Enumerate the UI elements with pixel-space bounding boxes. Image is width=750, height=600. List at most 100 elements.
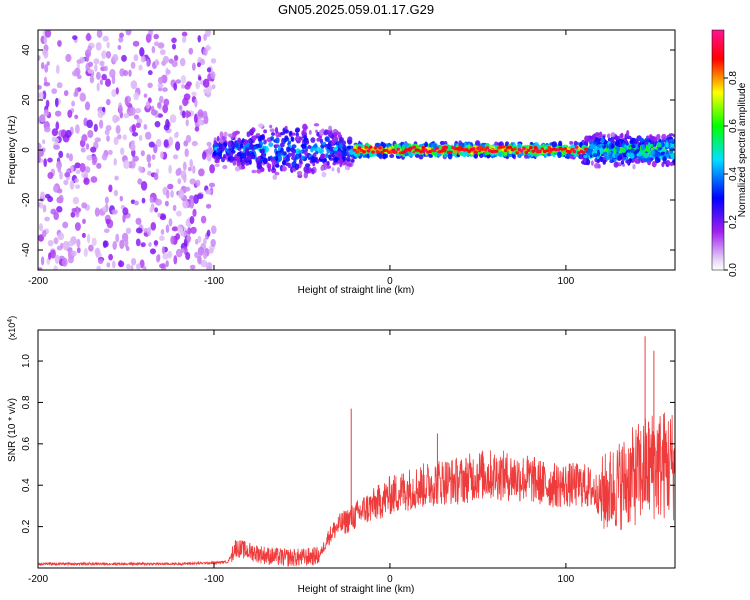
spectrogram-cell [458, 151, 465, 155]
spectrogram-cell [660, 141, 664, 148]
spectrogram-cell [333, 132, 338, 139]
spectrogram-cell [113, 158, 117, 166]
spectrogram-cell [89, 75, 95, 84]
spectrogram-cell [71, 100, 75, 107]
spectrogram-cell [184, 186, 191, 192]
spectrogram-cell [237, 137, 242, 144]
spectrogram-cell [625, 142, 629, 146]
spectrogram-cell [283, 129, 289, 134]
x-tick-label: 0 [387, 574, 393, 585]
spectrogram-cell [63, 179, 69, 186]
spectrogram-cell [125, 227, 132, 234]
spectrogram-cell [508, 150, 513, 154]
spectrogram-cell [603, 152, 607, 159]
colorbar-tick-label: 0.0 [728, 263, 739, 277]
spectrogram-cell [197, 109, 204, 118]
spectrogram-ridge-cell [524, 151, 529, 155]
spectrogram-cell [177, 227, 183, 234]
spectrogram-cell [105, 51, 112, 59]
spectrogram-cell [194, 251, 199, 259]
spectrogram-cell [131, 132, 139, 137]
spectrogram-cell [133, 54, 139, 62]
spectrogram-ridge-cell [515, 151, 519, 155]
spectrogram-cell [195, 179, 201, 187]
spectrogram-cell [600, 138, 605, 144]
spectrogram-cell [447, 153, 453, 160]
spectrogram-cell [65, 129, 72, 138]
spectrogram-cell [607, 133, 611, 139]
spectrogram-cell [149, 206, 154, 213]
spectrogram-cell [269, 124, 273, 129]
y-tick-label: 1.0 [21, 354, 32, 368]
spectrogram-cell [619, 133, 623, 138]
spectrogram-ridge-cell [574, 145, 579, 149]
spectrogram-cell [253, 145, 257, 150]
spectrogram-cell [376, 152, 382, 158]
spectrogram-cell [53, 237, 59, 245]
spectrogram-cell [294, 163, 300, 170]
spectrogram-cell [130, 264, 134, 270]
spectrogram-cell [160, 229, 165, 235]
spectrogram-cell [106, 98, 111, 106]
spectrogram-ridge [352, 145, 588, 155]
spectrogram-cell [197, 62, 201, 68]
spectrogram-cell [227, 133, 233, 137]
spectrogram-cell [57, 232, 65, 241]
colorbar-tick-label: 0.2 [728, 215, 739, 229]
spectrogram-cell [154, 207, 159, 213]
spectrogram-cell [83, 248, 88, 257]
spectrogram-cell [200, 215, 207, 224]
spectrogram-cell [323, 130, 329, 136]
spectrogram-cell [186, 235, 191, 243]
spectrogram-cell [112, 241, 117, 250]
spectrogram-cell [165, 260, 169, 268]
spectrogram-cell [669, 148, 674, 155]
spectrogram-cell [668, 138, 675, 143]
spectrogram-cell [298, 159, 303, 164]
spectrogram-cell [602, 160, 606, 165]
spectrogram-cell [38, 55, 41, 61]
spectrogram-ridge-cell [435, 146, 439, 150]
spectrogram-cell [654, 156, 660, 164]
spectrogram-cell [656, 133, 661, 141]
snr-y-ticks: 0.2 0.4 0.6 0.8 1.0 [21, 354, 675, 534]
spectrogram-cell [188, 47, 194, 55]
spectrogram-cell [205, 203, 212, 209]
spectrogram-cell [56, 206, 63, 213]
spectrogram-ridge-cell [449, 150, 453, 154]
spectrogram-cell [96, 71, 101, 80]
spectrogram-cell [53, 144, 60, 150]
spectrogram-cell [164, 200, 169, 207]
spectrogram-cell [297, 150, 304, 154]
spectrogram-cell [101, 153, 108, 161]
spectrogram-cell [145, 131, 152, 140]
spectrogram-cell [146, 58, 150, 68]
spectrogram-cell [87, 233, 91, 244]
y-tick-label: 0.4 [21, 478, 32, 492]
spectrogram-cell [189, 199, 195, 209]
spectrogram-cell [172, 154, 179, 160]
spectrogram-cell [90, 146, 97, 153]
spectrogram-cell [310, 137, 316, 143]
spectrogram-cell [133, 92, 139, 101]
spectrogram-cell [40, 62, 45, 70]
snr-panel: -200 -100 0 100 0.2 0.4 0.6 0.8 1.0 Height of s… [7, 316, 676, 595]
spectrogram-cell [135, 263, 141, 270]
spectrogram-cell [300, 155, 305, 160]
spectrogram-ridge-cell [581, 150, 586, 155]
spectrogram-cell [74, 87, 79, 98]
spectrogram-cell [287, 140, 292, 145]
spectrogram-cell [189, 216, 195, 224]
spectrogram-region [211, 123, 358, 180]
spectrogram-cell [614, 135, 619, 141]
spectrogram-cell [66, 152, 70, 159]
spectrogram-cell [47, 240, 54, 247]
spectrogram-ridge-cell [433, 148, 437, 153]
spectrogram-cell [184, 148, 189, 158]
spectrogram-cell [123, 113, 130, 119]
spectrogram-cell [191, 140, 198, 147]
spectrogram-cell [172, 43, 176, 50]
spectrogram-cell [192, 208, 197, 217]
spectrogram-cell [111, 89, 117, 98]
